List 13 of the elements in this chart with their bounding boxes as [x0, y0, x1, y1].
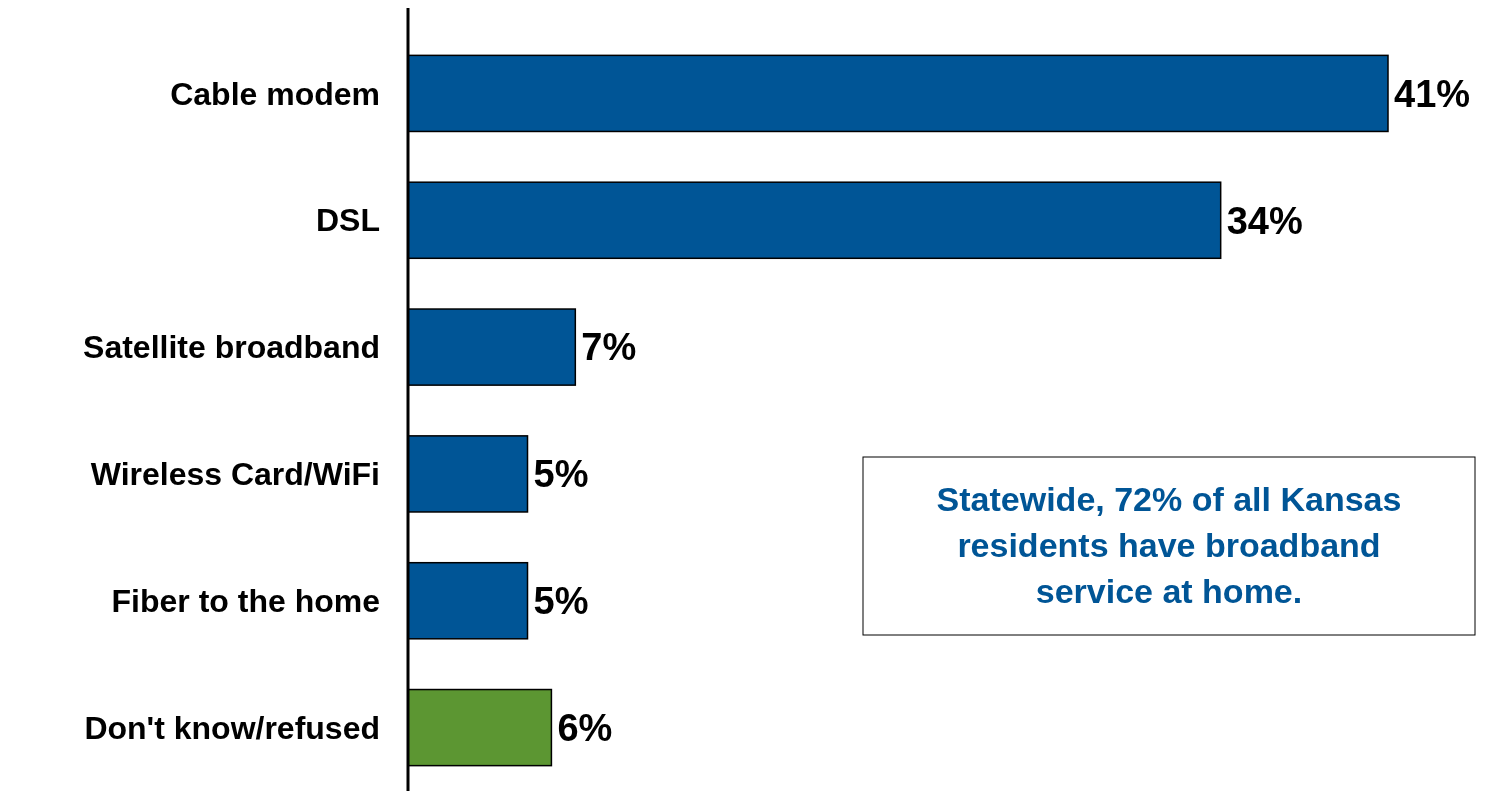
data-label: 7% — [581, 326, 637, 369]
y-tick-label: DSL — [316, 202, 380, 239]
y-tick-label: Fiber to the home — [111, 582, 380, 619]
data-label: 34% — [1226, 199, 1303, 242]
y-tick-label: Satellite broadband — [83, 329, 380, 366]
data-label: 5% — [533, 580, 589, 623]
annotation: Statewide, 72% of all Kansas residents have broadband service at home. — [936, 480, 1402, 610]
y-tick-label: Cable modem — [170, 75, 380, 112]
data-label: 5% — [533, 453, 589, 496]
data-label: 6% — [557, 706, 613, 749]
y-tick-label: Don't know/refused — [84, 709, 380, 746]
y-tick-label: Wireless Card/WiFi — [90, 456, 380, 493]
data-label: 41% — [1394, 72, 1471, 115]
